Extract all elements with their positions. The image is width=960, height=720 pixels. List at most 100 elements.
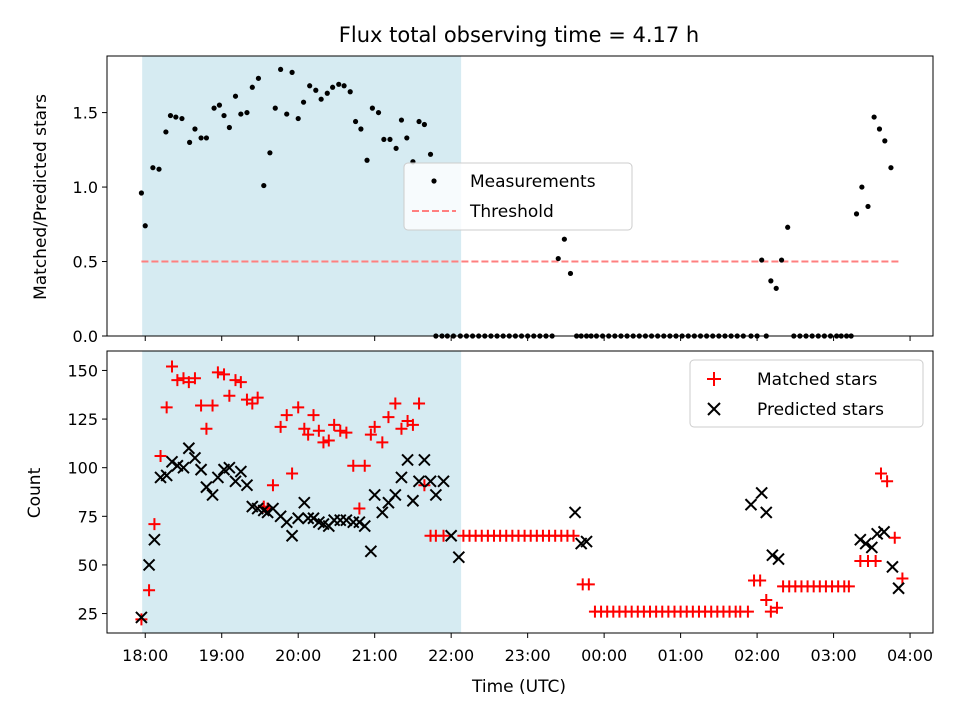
measurement-point xyxy=(167,112,174,119)
predicted-stars-point xyxy=(234,465,248,478)
x-tick-label: 02:00 xyxy=(734,646,780,665)
measurement-point xyxy=(324,90,330,96)
predicted-stars-point xyxy=(452,550,466,564)
matched-stars-point xyxy=(376,436,389,449)
x-tick-label: 18:00 xyxy=(122,646,168,665)
predicted-stars-point xyxy=(188,451,202,465)
matched-stars-point xyxy=(567,529,580,542)
x-axis-label: Time (UTC) xyxy=(471,677,566,697)
x-tick-label: 22:00 xyxy=(428,646,474,665)
top-legend-box xyxy=(403,162,633,231)
matched-stars-point xyxy=(842,580,855,593)
x-tick-label: 04:00 xyxy=(887,646,933,665)
matched-stars-point xyxy=(154,450,167,463)
matched-stars-point xyxy=(229,374,242,387)
predicted-stars-point xyxy=(142,558,156,572)
predicted-stars-point xyxy=(395,471,408,484)
measurement-point xyxy=(313,87,319,93)
predicted-stars-point xyxy=(870,527,884,541)
top-axes-frame xyxy=(106,55,934,337)
predicted-stars-point xyxy=(760,506,773,519)
bottom-y-tick-label: 100 xyxy=(67,459,98,478)
predicted-stars-point xyxy=(429,488,443,502)
matched-stars-point xyxy=(353,502,366,515)
predicted-stars-point xyxy=(368,488,381,502)
measurement-point xyxy=(163,129,169,135)
measurement-point xyxy=(871,114,877,120)
legend-measurements-marker xyxy=(431,178,437,184)
top-y-tick-label: 1.5 xyxy=(73,104,98,123)
matched-stars-point xyxy=(874,467,887,480)
matched-stars-point xyxy=(896,572,909,585)
matched-stars-point xyxy=(143,584,156,597)
top-legend: Measurements Threshold xyxy=(403,162,633,231)
predicted-stars-point xyxy=(182,442,196,455)
matched-stars-point xyxy=(741,605,754,618)
measurement-point xyxy=(393,145,399,151)
legend-measurements-label: Measurements xyxy=(470,172,596,192)
matched-stars-point xyxy=(171,374,184,387)
bottom-y-tick-label: 50 xyxy=(78,556,98,575)
predicted-stars-point xyxy=(412,475,426,488)
matched-stars-point xyxy=(135,613,148,626)
predicted-stars-point xyxy=(401,453,414,467)
predicted-stars-point xyxy=(744,498,758,511)
x-tick-label: 21:00 xyxy=(352,646,398,665)
predicted-stars-point xyxy=(437,475,450,488)
matched-stars-point xyxy=(317,436,330,449)
measurement-point xyxy=(421,121,427,128)
measurement-point xyxy=(398,117,405,123)
measurement-point xyxy=(865,203,871,210)
predicted-stars-point xyxy=(200,480,213,494)
matched-stars-point xyxy=(266,479,279,492)
predicted-stars-point xyxy=(755,486,768,500)
top-y-tick-label: 1.0 xyxy=(73,178,98,197)
matched-stars-point xyxy=(389,397,402,410)
predicted-stars-point xyxy=(298,496,311,509)
matched-stars-point xyxy=(302,428,315,441)
measurement-point xyxy=(853,211,860,217)
measurement-point xyxy=(347,89,353,95)
measurement-point xyxy=(381,136,387,143)
matched-stars-point xyxy=(211,366,224,379)
matched-stars-point xyxy=(246,397,259,410)
measurement-point xyxy=(352,118,359,125)
measurement-point xyxy=(179,115,185,122)
matched-stars-point xyxy=(395,422,408,435)
predicted-stars-point xyxy=(886,560,899,574)
matched-stars-point xyxy=(307,409,320,422)
matched-stars-point xyxy=(251,391,264,404)
bottom-y-tick-label: 25 xyxy=(78,605,98,624)
predicted-stars-point xyxy=(301,512,315,525)
measurement-point xyxy=(278,66,284,73)
bottom-y-axis-label: Count xyxy=(25,467,45,518)
predicted-stars-point xyxy=(307,512,320,525)
measurement-point xyxy=(284,111,290,117)
matched-stars-point xyxy=(770,601,783,614)
matched-stars-point xyxy=(406,418,419,431)
predicted-stars-point xyxy=(772,552,785,566)
bottom-observing-window xyxy=(142,351,462,633)
measurement-point xyxy=(888,165,894,171)
measurement-point xyxy=(785,224,791,230)
predicted-stars-point xyxy=(148,533,161,546)
matched-stars-point xyxy=(182,376,195,389)
matched-stars-point xyxy=(340,426,353,439)
predicted-stars-point xyxy=(358,519,371,533)
predicted-stars-point xyxy=(854,533,867,546)
x-tick-label: 20:00 xyxy=(275,646,321,665)
measurement-point xyxy=(307,83,313,89)
measurement-point xyxy=(244,109,250,116)
measurement-point xyxy=(198,135,204,141)
measurement-point xyxy=(369,105,375,111)
predicted-stars-point xyxy=(211,471,225,484)
measurement-point xyxy=(773,285,779,291)
predicted-stars-point xyxy=(240,478,254,492)
bottom-panel: 25 50 75 100 125 150 18:00 19:00 20:00 21:00 22:00… xyxy=(67,350,934,665)
measurement-point xyxy=(882,138,888,144)
matched-stars-point xyxy=(312,424,325,437)
x-tick-label: 23:00 xyxy=(505,646,551,665)
legend-threshold-label: Threshold xyxy=(469,202,554,222)
matched-stars-point xyxy=(148,518,161,531)
